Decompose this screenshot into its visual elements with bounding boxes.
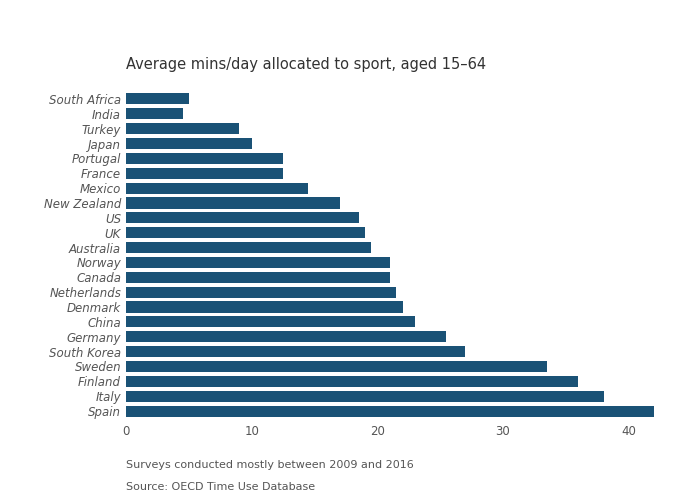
Bar — [126, 227, 365, 238]
Bar — [126, 331, 447, 342]
Bar — [126, 286, 396, 298]
Text: Source: OECD Time Use Database: Source: OECD Time Use Database — [126, 482, 315, 492]
Bar — [126, 257, 390, 268]
Bar — [126, 346, 466, 357]
Bar — [126, 212, 358, 224]
Bar — [126, 138, 252, 149]
Text: Average mins/day allocated to sport, aged 15–64: Average mins/day allocated to sport, age… — [126, 57, 486, 72]
Bar — [126, 108, 183, 120]
Bar — [126, 376, 578, 387]
Bar — [126, 242, 371, 253]
Bar — [126, 198, 340, 208]
Bar — [126, 94, 189, 104]
Text: Surveys conducted mostly between 2009 and 2016: Surveys conducted mostly between 2009 an… — [126, 460, 414, 470]
Bar — [126, 123, 239, 134]
Bar — [126, 406, 654, 416]
Bar — [126, 168, 283, 179]
Bar — [126, 361, 547, 372]
Bar — [126, 182, 308, 194]
Bar — [126, 316, 415, 328]
Bar — [126, 302, 402, 312]
Bar — [126, 272, 390, 283]
Bar — [126, 390, 603, 402]
Bar — [126, 153, 283, 164]
